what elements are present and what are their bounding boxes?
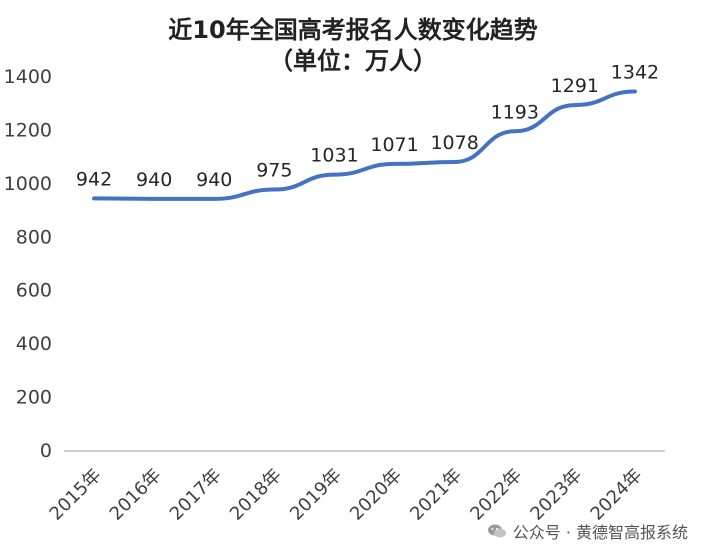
data-labels: 942 940 940 975 1031 1071 1078 1193 1291 1342 — [76, 61, 659, 190]
x-axis-ticks: 2015年 2016年 2017年 2018年 2019年 2020年 2021年 2022年… — [46, 465, 647, 525]
data-label: 1078 — [430, 132, 478, 154]
x-tick-label: 2015年 — [46, 465, 106, 525]
x-tick-label: 2024年 — [587, 465, 647, 525]
chart-subtitle: （单位：万人） — [269, 47, 437, 75]
x-tick-label: 2017年 — [166, 465, 226, 525]
x-tick-label: 2023年 — [526, 465, 586, 525]
data-label: 1291 — [551, 75, 599, 97]
y-axis-ticks: 0 200 400 600 800 1000 1200 1400 — [4, 66, 52, 462]
x-tick-label: 2020年 — [346, 465, 406, 525]
data-label: 1031 — [310, 145, 358, 167]
y-tick-label: 1400 — [4, 66, 52, 88]
watermark: 公众号 · 黄德智高报系统 — [487, 519, 688, 543]
series-line — [92, 89, 637, 201]
y-tick-label: 800 — [16, 226, 52, 248]
data-label: 1193 — [491, 101, 539, 123]
data-label: 940 — [196, 169, 232, 191]
data-label: 975 — [256, 160, 292, 182]
y-tick-label: 1200 — [4, 119, 52, 141]
y-tick-label: 0 — [40, 440, 52, 462]
x-tick-label: 2016年 — [106, 465, 166, 525]
wechat-icon — [487, 524, 506, 538]
data-label: 940 — [136, 169, 172, 191]
x-tick-label: 2021年 — [406, 465, 466, 525]
watermark-text: 公众号 · 黄德智高报系统 — [512, 523, 688, 542]
data-label: 1071 — [370, 134, 418, 156]
x-tick-label: 2019年 — [286, 465, 346, 525]
x-tick-label: 2022年 — [466, 465, 526, 525]
y-tick-label: 600 — [16, 280, 52, 302]
x-tick-label: 2018年 — [226, 465, 286, 525]
y-tick-label: 1000 — [4, 173, 52, 195]
y-tick-label: 400 — [16, 333, 52, 355]
y-tick-label: 200 — [16, 387, 52, 409]
chart-title: 近10年全国高考报名人数变化趋势 — [168, 16, 538, 44]
data-label: 942 — [76, 168, 112, 190]
data-label: 1342 — [611, 61, 659, 83]
